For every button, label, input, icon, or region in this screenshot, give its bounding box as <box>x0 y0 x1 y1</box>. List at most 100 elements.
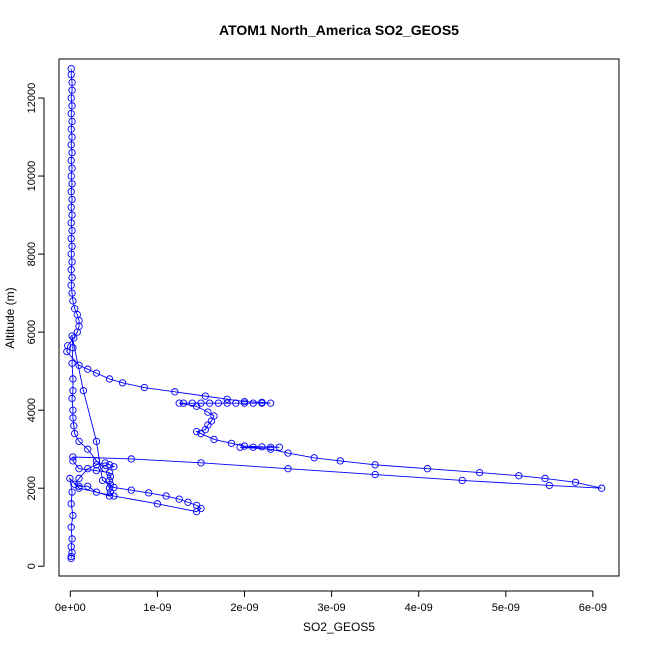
data-point <box>69 511 77 520</box>
data-point <box>75 474 83 483</box>
data-point <box>68 195 76 204</box>
data-point <box>223 399 231 407</box>
data-point <box>597 484 606 492</box>
data-point <box>75 482 83 490</box>
data-point <box>75 361 83 369</box>
data-point <box>266 399 275 407</box>
data-point <box>240 442 249 450</box>
data-point <box>371 470 379 479</box>
data-point <box>423 465 432 473</box>
data-point <box>68 227 76 235</box>
data-point <box>68 117 76 126</box>
data-point <box>67 234 75 243</box>
data-point <box>105 476 114 485</box>
data-point <box>127 455 135 463</box>
data-point <box>73 328 81 336</box>
chart-title: ATOM1 North_America SO2_GEOS5 <box>219 22 459 38</box>
data-point <box>284 449 292 457</box>
x-tick-label: 5e-09 <box>492 602 520 614</box>
data-point <box>105 461 114 469</box>
data-point <box>75 437 83 446</box>
data-point <box>67 203 75 211</box>
data-point <box>101 459 109 467</box>
data-point <box>110 483 118 492</box>
data-point <box>310 454 318 462</box>
data-point <box>68 180 76 188</box>
data-point <box>227 439 236 447</box>
data-point <box>67 94 75 102</box>
data-point <box>67 156 75 165</box>
data-point <box>69 375 77 383</box>
y-tick-label: 0 <box>26 563 38 569</box>
data-point <box>68 535 76 543</box>
y-tick-label: 6000 <box>26 320 38 344</box>
data-point <box>68 102 76 110</box>
data-point <box>201 392 209 400</box>
data-point <box>223 395 231 403</box>
data-point <box>336 457 344 465</box>
data-point <box>69 297 77 305</box>
data-point <box>127 486 135 494</box>
data-point <box>92 466 101 475</box>
data-point <box>206 399 214 407</box>
data-point <box>67 141 75 149</box>
data-point <box>84 482 92 490</box>
data-point <box>68 258 76 266</box>
series-line <box>66 68 602 559</box>
data-point <box>92 457 101 465</box>
data-point <box>105 468 114 477</box>
data-point <box>67 219 75 227</box>
data-point <box>266 443 275 451</box>
data-point <box>140 383 149 392</box>
data-point <box>67 65 75 73</box>
x-tick-label: 0e+00 <box>55 602 86 614</box>
data-point <box>67 109 75 118</box>
data-point <box>105 375 114 383</box>
data-point <box>84 365 92 373</box>
y-tick-label: 8000 <box>26 242 38 266</box>
data-point <box>68 133 76 141</box>
x-axis: 0e+00 1e-09 2e-09 3e-09 4e-09 5e-09 6e-09 <box>55 590 607 614</box>
data-point <box>68 86 76 94</box>
data-point <box>515 472 523 480</box>
data-point <box>204 408 212 416</box>
data-point <box>68 488 76 496</box>
data-point <box>67 543 75 551</box>
data-point <box>145 489 153 497</box>
data-point <box>192 507 201 516</box>
y-axis-label: Altitude (m) <box>3 287 17 348</box>
data-point <box>75 465 83 473</box>
data-point <box>214 399 223 407</box>
plot-frame <box>58 58 620 577</box>
data-point <box>110 463 118 471</box>
data-point <box>175 495 183 503</box>
data-point <box>68 548 76 557</box>
data-point <box>153 500 162 508</box>
y-tick-label: 4000 <box>26 398 38 422</box>
y-tick-label: 2000 <box>26 476 38 500</box>
data-point <box>84 445 92 453</box>
data-point <box>67 281 75 289</box>
data-point <box>240 399 249 407</box>
data-point <box>475 468 484 477</box>
x-tick-label: 1e-09 <box>143 602 171 614</box>
data-point <box>541 474 549 483</box>
data-point <box>171 388 179 396</box>
data-point <box>67 266 75 274</box>
data-point <box>67 552 75 561</box>
data-point <box>75 316 83 325</box>
data-point <box>68 394 76 403</box>
data-point <box>68 211 76 219</box>
data-point <box>64 342 72 350</box>
data-point <box>232 399 240 407</box>
data-point <box>258 443 266 451</box>
data-point <box>197 429 205 438</box>
data-point <box>105 492 114 500</box>
data-point <box>69 457 77 465</box>
data-point <box>68 148 76 157</box>
data-point <box>284 465 292 473</box>
data-point <box>70 422 78 430</box>
data-point <box>68 289 76 297</box>
data-point <box>69 387 77 395</box>
